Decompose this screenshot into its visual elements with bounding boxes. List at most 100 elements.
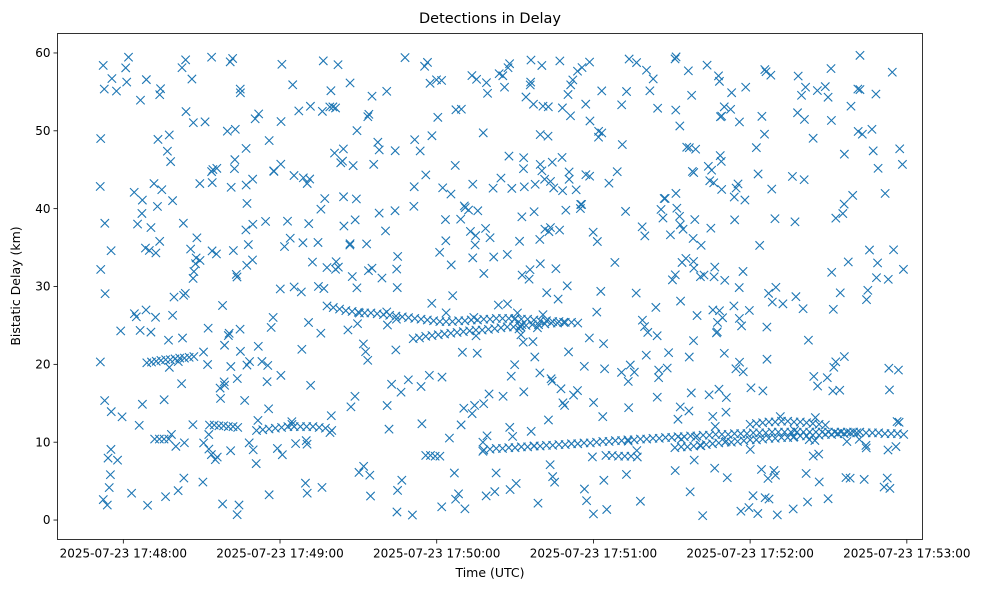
detection-point	[535, 368, 545, 378]
detection-point	[244, 438, 254, 448]
detection-point	[331, 257, 341, 267]
detection-point	[392, 485, 403, 495]
detection-point	[384, 424, 394, 434]
detection-point	[272, 443, 282, 454]
detection-point	[872, 258, 883, 268]
detection-point	[232, 510, 242, 520]
detection-point	[792, 108, 803, 118]
detection-point	[507, 183, 517, 193]
detection-point	[543, 102, 553, 112]
detection-point	[188, 118, 198, 128]
detection-point	[756, 464, 767, 475]
detection-point	[654, 373, 664, 383]
detection-point	[716, 156, 726, 166]
detection-point	[333, 60, 343, 70]
detection-point	[835, 288, 845, 298]
detection-point	[762, 354, 772, 364]
detection-point	[867, 124, 877, 134]
detection-point	[883, 445, 893, 455]
detection-point	[771, 282, 781, 292]
detection-point	[667, 275, 678, 285]
detection-point	[506, 371, 516, 381]
x-tick-label: 2025-07-23 17:51:00	[530, 547, 657, 561]
detection-point	[543, 131, 553, 141]
detection-point	[640, 321, 650, 332]
detection-point	[333, 262, 343, 272]
detection-point	[670, 270, 680, 280]
detection-point	[790, 217, 800, 227]
detection-point	[604, 178, 614, 188]
detection-point	[330, 103, 341, 113]
detection-point	[297, 344, 307, 354]
detection-point	[533, 498, 543, 508]
detection-point	[826, 63, 836, 74]
y-tick-label: 10	[35, 435, 50, 449]
detection-point	[671, 188, 681, 198]
detection-point	[635, 496, 646, 506]
plot-background	[57, 33, 923, 540]
detection-point	[736, 506, 746, 516]
detection-point	[416, 381, 426, 392]
detection-point	[616, 367, 627, 377]
detection-point	[350, 391, 360, 401]
detection-point	[137, 399, 147, 409]
detection-point	[219, 377, 229, 387]
detection-point	[741, 82, 751, 92]
detection-point	[518, 337, 528, 347]
detection-point	[131, 312, 141, 322]
detection-point	[482, 431, 492, 441]
detection-point	[529, 207, 539, 217]
detection-point	[153, 134, 163, 144]
detection-point	[690, 214, 700, 225]
detection-point	[96, 264, 106, 275]
detection-point	[888, 245, 899, 255]
detection-point	[528, 99, 539, 109]
track-point-track-d	[573, 318, 583, 328]
detection-point	[530, 352, 540, 362]
detection-point	[810, 435, 820, 446]
detection-point	[687, 90, 697, 100]
detection-point	[763, 473, 773, 484]
detection-point	[318, 56, 328, 66]
detection-point	[505, 422, 515, 432]
y-tick-label: 40	[35, 202, 50, 216]
detection-point	[658, 213, 668, 223]
detection-point	[230, 155, 240, 165]
detection-point	[504, 151, 514, 161]
detection-point	[734, 357, 745, 367]
detection-point	[873, 163, 883, 173]
detection-point	[199, 438, 209, 448]
detection-point	[545, 460, 555, 470]
track-point-track-k	[150, 434, 160, 444]
detection-point	[217, 300, 228, 311]
detection-point	[212, 163, 222, 173]
detection-point	[248, 219, 258, 229]
detection-point	[305, 101, 316, 111]
detection-point	[535, 129, 545, 140]
detection-point	[855, 85, 865, 95]
detection-point	[610, 257, 620, 268]
detection-point	[566, 80, 576, 90]
y-axis-label: Bistatic Delay (km)	[8, 226, 23, 345]
detection-point	[166, 429, 177, 440]
detection-point	[224, 328, 234, 338]
detection-point	[549, 183, 559, 193]
detection-point	[842, 436, 852, 447]
detection-point	[320, 193, 330, 204]
detection-point	[106, 246, 116, 256]
detection-point	[738, 367, 748, 377]
detection-point	[521, 92, 531, 102]
detection-point	[306, 380, 316, 390]
detection-point	[235, 88, 246, 98]
detection-point	[319, 283, 329, 294]
detection-point	[242, 260, 252, 270]
x-tick-label: 2025-07-23 17:49:00	[216, 547, 343, 561]
detection-point	[98, 495, 108, 505]
detection-point	[710, 262, 720, 272]
detection-point	[557, 186, 568, 196]
x-axis: 2025-07-23 17:48:00 2025-07-23 17:49:00 20…	[60, 539, 971, 561]
detection-point	[652, 331, 662, 341]
detection-point	[134, 420, 144, 430]
detection-point	[137, 208, 147, 219]
detection-point	[535, 259, 545, 269]
